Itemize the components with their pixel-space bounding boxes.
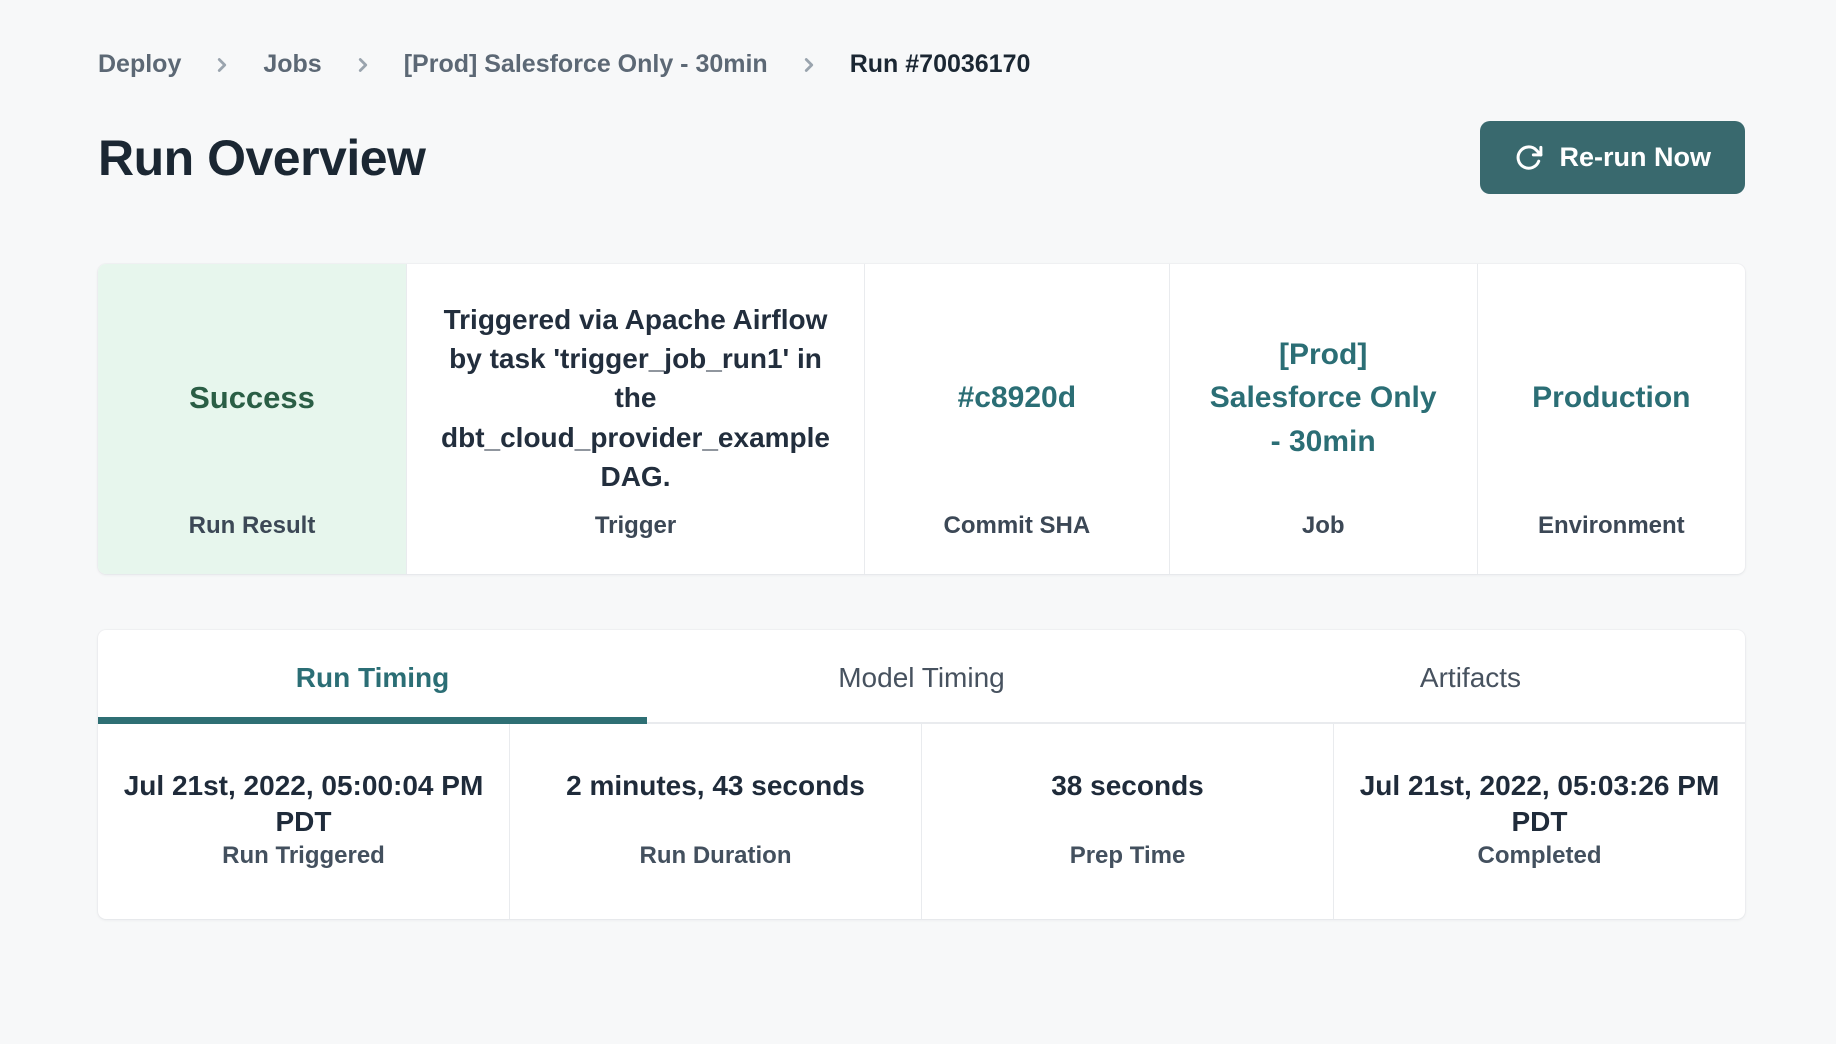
tab-artifacts[interactable]: Artifacts <box>1419 662 1522 693</box>
commit-sha-label: Commit SHA <box>943 512 1091 539</box>
trigger-label: Trigger <box>594 512 677 539</box>
chevron-right-icon <box>211 54 233 76</box>
run-result-card: Success Run Result <box>98 264 406 574</box>
commit-sha-card: #c8920d Commit SHA <box>864 264 1169 574</box>
rerun-now-label: Re-run Now <box>1559 142 1712 172</box>
run-summary-cards: Success Run Result Triggered via Apache … <box>98 264 1745 574</box>
environment-link[interactable]: Production <box>1532 381 1691 415</box>
environment-label: Environment <box>1537 512 1685 539</box>
breadcrumb-deploy[interactable]: Deploy <box>98 50 182 78</box>
breadcrumb: Deploy Jobs [Prod] Salesforce Only - 30m… <box>98 50 1745 79</box>
breadcrumb-job-name[interactable]: [Prod] Salesforce Only - 30min <box>403 50 768 78</box>
refresh-icon <box>1514 143 1544 173</box>
run-triggered-value: Jul 21st, 2022, 05:00:04 PM PDT <box>123 770 484 837</box>
trigger-value: Triggered via Apache Airflow by task 'tr… <box>440 304 830 492</box>
tab-model-timing[interactable]: Model Timing <box>838 662 1005 693</box>
prep-time-value: 38 seconds <box>1051 770 1204 801</box>
run-duration-label: Run Duration <box>639 842 792 869</box>
run-triggered-label: Run Triggered <box>222 842 385 869</box>
completed-cell: Jul 21st, 2022, 05:03:26 PM PDT Complete… <box>1333 724 1745 919</box>
chevron-right-icon <box>352 54 374 76</box>
completed-label: Completed <box>1477 842 1602 869</box>
job-card: [Prod] Salesforce Only - 30min Job <box>1168 264 1477 574</box>
run-result-value: Success <box>189 380 315 415</box>
rerun-now-button[interactable]: Re-run Now <box>1479 121 1745 194</box>
run-overview-page: Deploy Jobs [Prod] Salesforce Only - 30m… <box>0 50 1836 919</box>
tab-run-timing[interactable]: Run Timing <box>98 630 647 724</box>
page-header: Run Overview Re-run Now <box>98 121 1745 194</box>
commit-sha-link[interactable]: #c8920d <box>957 381 1077 415</box>
page-title: Run Overview <box>98 129 426 186</box>
job-link[interactable]: [Prod] Salesforce Only - 30min <box>1209 337 1437 458</box>
chevron-right-icon <box>798 54 820 76</box>
completed-value: Jul 21st, 2022, 05:03:26 PM PDT <box>1359 770 1720 837</box>
breadcrumb-current-run: Run #70036170 <box>849 50 1031 78</box>
prep-time-label: Prep Time <box>1069 842 1186 869</box>
run-detail-panel: Run Timing Model Timing Artifacts Jul 21… <box>98 630 1745 919</box>
environment-card: Production Environment <box>1476 264 1745 574</box>
prep-time-cell: 38 seconds Prep Time <box>921 724 1333 919</box>
run-triggered-cell: Jul 21st, 2022, 05:00:04 PM PDT Run Trig… <box>98 724 509 919</box>
detail-tabs: Run Timing Model Timing Artifacts <box>98 630 1745 724</box>
run-timing-row: Jul 21st, 2022, 05:00:04 PM PDT Run Trig… <box>98 724 1745 919</box>
breadcrumb-jobs[interactable]: Jobs <box>263 50 322 78</box>
job-label: Job <box>1301 512 1345 539</box>
run-duration-value: 2 minutes, 43 seconds <box>566 770 865 801</box>
run-duration-cell: 2 minutes, 43 seconds Run Duration <box>509 724 921 919</box>
run-result-label: Run Result <box>188 512 316 539</box>
trigger-card: Triggered via Apache Airflow by task 'tr… <box>405 264 864 574</box>
